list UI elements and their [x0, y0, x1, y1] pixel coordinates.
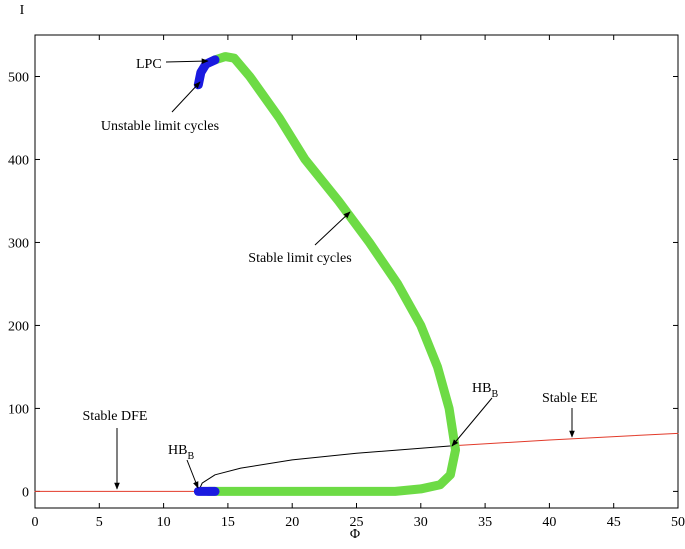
annotation-text: Stable EE	[542, 391, 598, 406]
annotation-text: HB	[472, 381, 491, 396]
annotation-text: HB	[168, 443, 187, 458]
y-axis-label: I	[20, 3, 25, 18]
y-tick-label: 0	[22, 485, 29, 500]
annotation-arrow	[165, 58, 209, 64]
x-tick-label: 5	[96, 515, 103, 530]
y-tick-label: 200	[8, 319, 29, 334]
annotation: Stable DFE	[83, 409, 148, 424]
series-line	[452, 432, 679, 447]
series-line	[197, 445, 454, 492]
y-tick-label: 400	[8, 153, 29, 168]
annotation-text: LPC	[136, 57, 162, 72]
annotation-arrow	[171, 81, 201, 113]
x-tick-label: 0	[32, 515, 39, 530]
annotation: Stable EE	[542, 391, 598, 406]
annotation-subscript: B	[491, 389, 498, 400]
x-tick-label: 35	[478, 515, 492, 530]
annotation-text: Stable limit cycles	[248, 251, 351, 266]
annotation: HBB	[168, 443, 194, 462]
annotation: HBB	[472, 381, 498, 400]
plot-frame	[34, 34, 679, 509]
series-line	[204, 52, 461, 496]
annotation-text: Unstable limit cycles	[101, 119, 219, 134]
x-tick-label: 15	[221, 515, 235, 530]
x-axis-label: Φ	[350, 527, 360, 542]
annotation-arrow	[186, 459, 199, 489]
y-tick-label: 100	[8, 402, 29, 417]
x-tick-label: 20	[285, 515, 299, 530]
annotation: Stable limit cycles	[248, 251, 351, 266]
y-tick-label: 300	[8, 236, 29, 251]
x-tick-label: 10	[157, 515, 171, 530]
annotation: LPC	[136, 57, 162, 72]
annotation: Unstable limit cycles	[101, 119, 219, 134]
x-tick-label: 40	[542, 515, 556, 530]
x-tick-label: 45	[607, 515, 621, 530]
annotation-arrow	[314, 211, 351, 246]
annotation-text: Stable DFE	[83, 409, 148, 424]
y-tick-label: 500	[8, 70, 29, 85]
series-line	[193, 55, 220, 90]
x-tick-label: 30	[414, 515, 428, 530]
annotation-arrow	[451, 397, 493, 447]
annotation-subscript: B	[187, 451, 194, 462]
x-tick-label: 50	[671, 515, 685, 530]
x-tick-label: 25	[350, 515, 364, 530]
